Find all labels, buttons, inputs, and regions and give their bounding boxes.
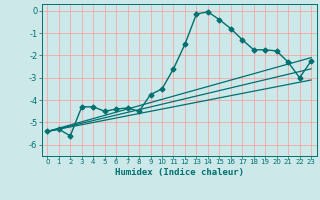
X-axis label: Humidex (Indice chaleur): Humidex (Indice chaleur) <box>115 168 244 177</box>
